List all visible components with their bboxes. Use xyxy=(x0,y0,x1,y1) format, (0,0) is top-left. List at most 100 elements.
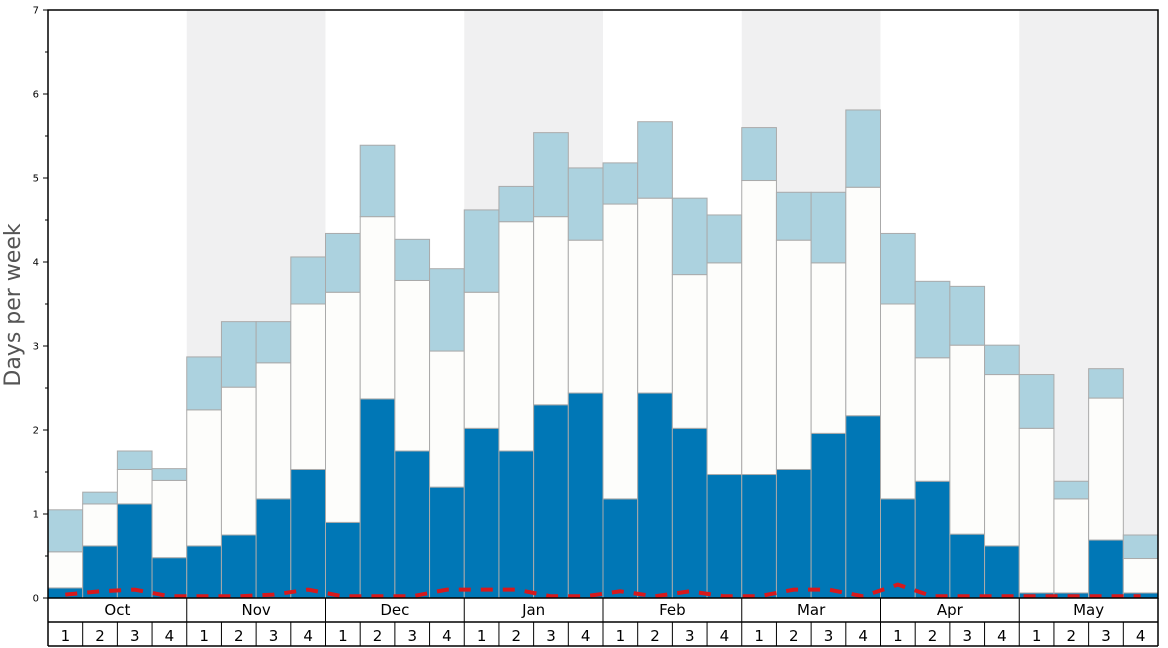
bar-segment-3-20 xyxy=(706,214,743,264)
week-label-feb-4: 4 xyxy=(720,627,730,645)
week-label-jan-2: 2 xyxy=(512,627,522,645)
week-label-jan-3: 3 xyxy=(546,627,556,645)
week-label-jan-4: 4 xyxy=(581,627,591,645)
bar-segment-3-1 xyxy=(47,509,84,553)
week-label-dec-3: 3 xyxy=(407,627,417,645)
bar-segment-2-1 xyxy=(47,551,84,589)
week-label-oct-2: 2 xyxy=(95,627,105,645)
bar-segment-3-14 xyxy=(498,185,535,223)
bar-segment-3-28 xyxy=(984,344,1020,376)
bar-segment-2-32 xyxy=(1122,558,1159,594)
bar-segment-2-3 xyxy=(116,468,153,505)
week-label-may-2: 2 xyxy=(1067,627,1077,645)
bar-segment-2-13 xyxy=(463,291,500,429)
bar-segment-3-23 xyxy=(810,191,847,264)
bar-segment-2-29 xyxy=(1018,427,1055,594)
week-label-nov-2: 2 xyxy=(234,627,244,645)
bar-segment-2-31 xyxy=(1088,397,1124,541)
bar-segment-1-19 xyxy=(671,427,708,599)
bar-segment-1-10 xyxy=(359,398,396,599)
bar-segment-3-30 xyxy=(1053,480,1090,500)
bar-segment-1-23 xyxy=(810,432,847,599)
bar-segment-3-7 xyxy=(255,321,292,364)
bar-segment-2-6 xyxy=(220,386,257,536)
week-label-nov-1: 1 xyxy=(199,627,209,645)
week-label-apr-2: 2 xyxy=(928,627,938,645)
bar-segment-2-5 xyxy=(186,409,222,547)
month-label-dec: Dec xyxy=(380,601,409,619)
week-label-feb-3: 3 xyxy=(685,627,695,645)
week-label-dec-2: 2 xyxy=(373,627,383,645)
month-label-jan: Jan xyxy=(521,601,545,619)
bar-segment-3-18 xyxy=(637,121,673,199)
y-tick-label-6: 6 xyxy=(33,90,39,101)
bar-segment-3-10 xyxy=(359,144,396,218)
bar-segment-1-20 xyxy=(706,474,743,599)
bar-segment-3-3 xyxy=(116,450,153,470)
bar-segment-3-26 xyxy=(914,280,951,359)
y-tick-label-3: 3 xyxy=(33,342,39,353)
month-label-may: May xyxy=(1073,601,1104,619)
bar-segment-3-11 xyxy=(394,238,431,281)
bar-segment-3-21 xyxy=(741,127,777,182)
bar-segment-3-25 xyxy=(880,232,916,305)
bar-segment-3-32 xyxy=(1122,534,1159,560)
line-series xyxy=(65,582,1141,599)
bar-segment-1-11 xyxy=(394,450,431,599)
bar-segment-3-8 xyxy=(290,256,326,305)
week-label-oct-4: 4 xyxy=(165,627,175,645)
y-tick-label-2: 2 xyxy=(33,426,39,437)
bar-segment-1-24 xyxy=(845,415,881,599)
week-label-may-1: 1 xyxy=(1032,627,1042,645)
bar-segment-3-4 xyxy=(151,468,188,481)
bar-segment-2-11 xyxy=(394,279,431,452)
bar-segment-1-14 xyxy=(498,450,535,599)
week-label-mar-4: 4 xyxy=(858,627,868,645)
y-axis: 0 1 2 3 4 5 6 7 xyxy=(33,6,48,605)
bar-segment-1-16 xyxy=(567,392,604,599)
bar-segment-3-2 xyxy=(82,491,118,505)
bar-segment-2-22 xyxy=(775,239,812,470)
week-label-dec-4: 4 xyxy=(442,627,452,645)
bar-segment-2-30 xyxy=(1053,498,1090,594)
bar-segment-1-13 xyxy=(463,427,500,599)
bar-segment-2-19 xyxy=(671,274,708,429)
bar-segment-1-31 xyxy=(1088,539,1124,599)
y-tick-label-1: 1 xyxy=(33,510,39,521)
bar-segment-2-9 xyxy=(325,291,361,523)
bar-segment-2-16 xyxy=(567,239,604,394)
week-label-oct-1: 1 xyxy=(61,627,71,645)
bar-segment-2-4 xyxy=(151,479,188,559)
bar-segment-2-28 xyxy=(984,374,1020,547)
bar-segment-3-29 xyxy=(1018,374,1055,429)
y-tick-label-7: 7 xyxy=(33,6,39,17)
bar-segment-2-21 xyxy=(741,180,777,476)
week-label-jan-1: 1 xyxy=(477,627,487,645)
week-label-apr-1: 1 xyxy=(893,627,903,645)
bar-segment-2-20 xyxy=(706,262,743,476)
bar-segment-1-15 xyxy=(533,404,569,599)
bar-segment-1-6 xyxy=(220,534,257,599)
bar-segment-2-24 xyxy=(845,186,881,417)
bar-segment-3-5 xyxy=(186,356,222,411)
week-label-feb-1: 1 xyxy=(616,627,626,645)
y-axis-title: Days per week xyxy=(1,223,26,386)
bar-segment-1-22 xyxy=(775,468,812,599)
bar-segment-3-15 xyxy=(533,132,569,218)
y-tick-label-5: 5 xyxy=(33,174,39,185)
bar-segment-2-27 xyxy=(949,344,986,535)
bar-segment-2-10 xyxy=(359,216,396,400)
week-label-nov-4: 4 xyxy=(303,627,313,645)
month-label-mar: Mar xyxy=(797,601,826,619)
bar-segment-3-24 xyxy=(845,109,881,188)
bar-segment-2-12 xyxy=(429,350,465,488)
bar-segment-1-21 xyxy=(741,474,777,599)
bar-segment-3-27 xyxy=(949,285,986,346)
plot-frame xyxy=(47,9,1159,599)
bar-segment-1-17 xyxy=(602,498,639,599)
bar-segment-3-31 xyxy=(1088,368,1124,399)
month-label-oct: Oct xyxy=(104,601,130,619)
bar-segment-1-4 xyxy=(151,557,188,599)
bar-segment-3-6 xyxy=(220,321,257,388)
bar-segment-1-28 xyxy=(984,545,1020,599)
